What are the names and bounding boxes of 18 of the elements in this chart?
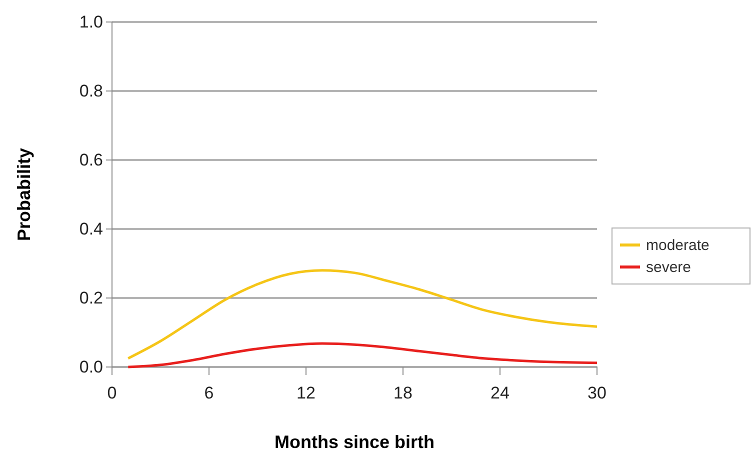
x-tick-label: 30: [588, 383, 606, 402]
y-tick-label: 0.6: [79, 150, 103, 170]
y-tick-label: 1.0: [79, 12, 103, 32]
legend-label: severe: [646, 259, 692, 276]
legend-label: moderate: [646, 237, 710, 254]
y-tick-label: 0.0: [79, 357, 103, 376]
x-tick-label: 24: [490, 383, 510, 402]
x-tick-label: 0: [107, 383, 117, 402]
y-tick-label: 0.2: [79, 288, 103, 308]
x-tick-label: 12: [296, 383, 316, 402]
line-series: [126, 269, 598, 360]
y-tick-label: 0.4: [79, 219, 103, 238]
x-tick-label: 6: [204, 383, 214, 402]
x-axis-title: Months since birth: [274, 432, 435, 452]
x-tick-label: 18: [394, 383, 412, 402]
line-series: [126, 342, 598, 368]
y-tick-label: 0.8: [79, 81, 103, 100]
y-axis-title: Probability: [14, 148, 34, 242]
